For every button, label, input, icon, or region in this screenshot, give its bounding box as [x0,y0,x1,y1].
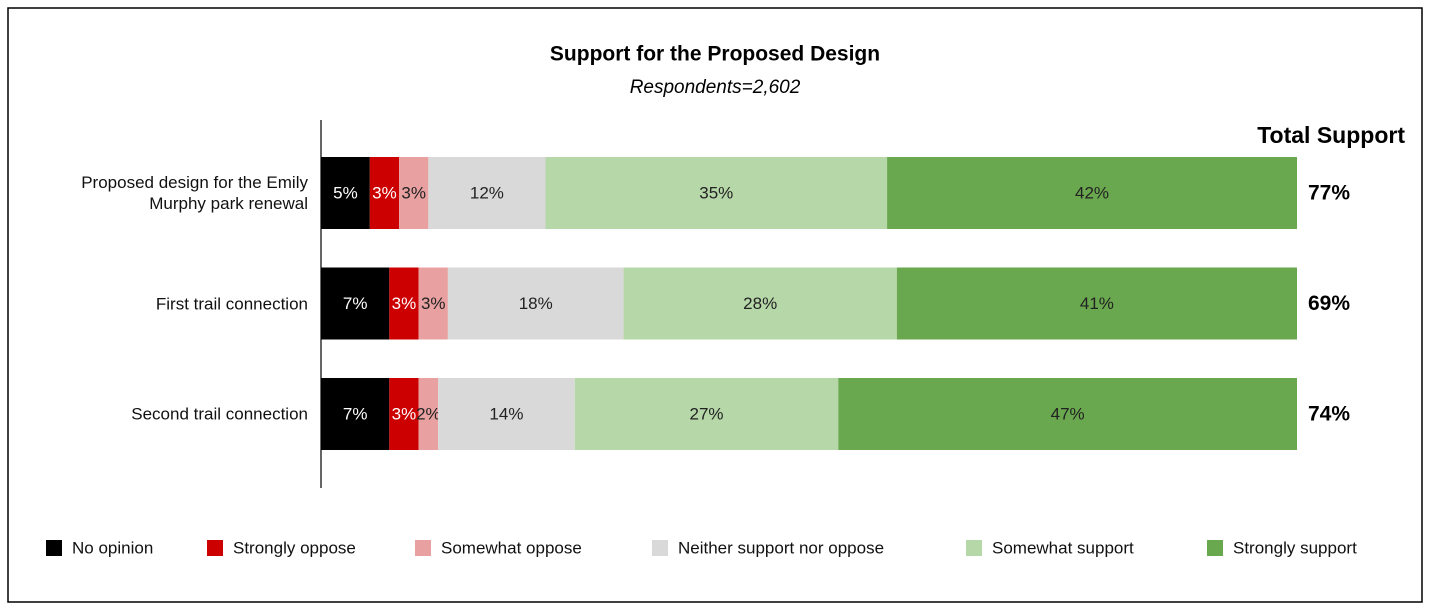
legend-label: Strongly support [1233,538,1357,557]
bar-segment [321,378,390,450]
bar-segment [447,267,624,340]
total-support-label: 69% [1308,292,1350,315]
bar-segment [399,157,429,229]
legend-swatch [415,540,431,556]
legend-label: No opinion [72,538,153,557]
data-label: 7% [343,404,368,423]
bar-segment [838,378,1297,450]
bar-segment [321,157,370,229]
data-label: 35% [699,183,733,202]
frame [7,7,1423,603]
data-label: 41% [1080,294,1114,313]
total-support-header: Total Support [1257,122,1405,148]
legend-label: Strongly oppose [233,538,356,557]
data-label: 3% [401,183,426,202]
bar-segment [623,267,897,340]
bar-segment [321,267,390,340]
category-label: Second trail connection [131,404,308,424]
data-label: 14% [489,404,523,423]
bar-segment [418,267,448,340]
data-label: 3% [392,404,417,423]
data-label: 5% [333,183,358,202]
category-label: Proposed design for the Emily Murphy par… [81,173,308,213]
data-label: 3% [392,294,417,313]
legend-label: Neither support nor oppose [678,538,884,557]
bar-segment [418,378,439,450]
data-label: 28% [743,294,777,313]
legend-swatch [1207,540,1223,556]
data-label: 18% [519,294,553,313]
data-label: 47% [1051,404,1085,423]
data-label: 3% [372,183,397,202]
legend-label: Somewhat support [992,538,1134,557]
total-support-label: 77% [1308,182,1350,205]
legend-swatch [46,540,62,556]
bar-segment [887,157,1297,229]
data-label: 2% [416,404,441,423]
data-label: 27% [690,404,724,423]
chart-title: Support for the Proposed Design [550,43,880,66]
bar-segment [438,378,575,450]
bar-segment [574,378,839,450]
category-label: First trail connection [155,294,308,313]
data-label: 3% [421,294,446,313]
bar-segment [389,267,419,340]
bar-segment [369,157,400,229]
legend-swatch [966,540,982,556]
chart-subtitle: Respondents=2,602 [630,77,801,98]
bar-segment [428,157,546,229]
total-support-label: 74% [1308,403,1350,426]
bar-segment [389,378,419,450]
bar-segment [545,157,888,229]
legend-label: Somewhat oppose [441,538,582,557]
legend-swatch [652,540,668,556]
data-label: 7% [343,294,368,313]
legend-swatch [207,540,223,556]
data-label: 42% [1075,183,1109,202]
bar-segment [896,267,1297,340]
data-label: 12% [470,183,504,202]
